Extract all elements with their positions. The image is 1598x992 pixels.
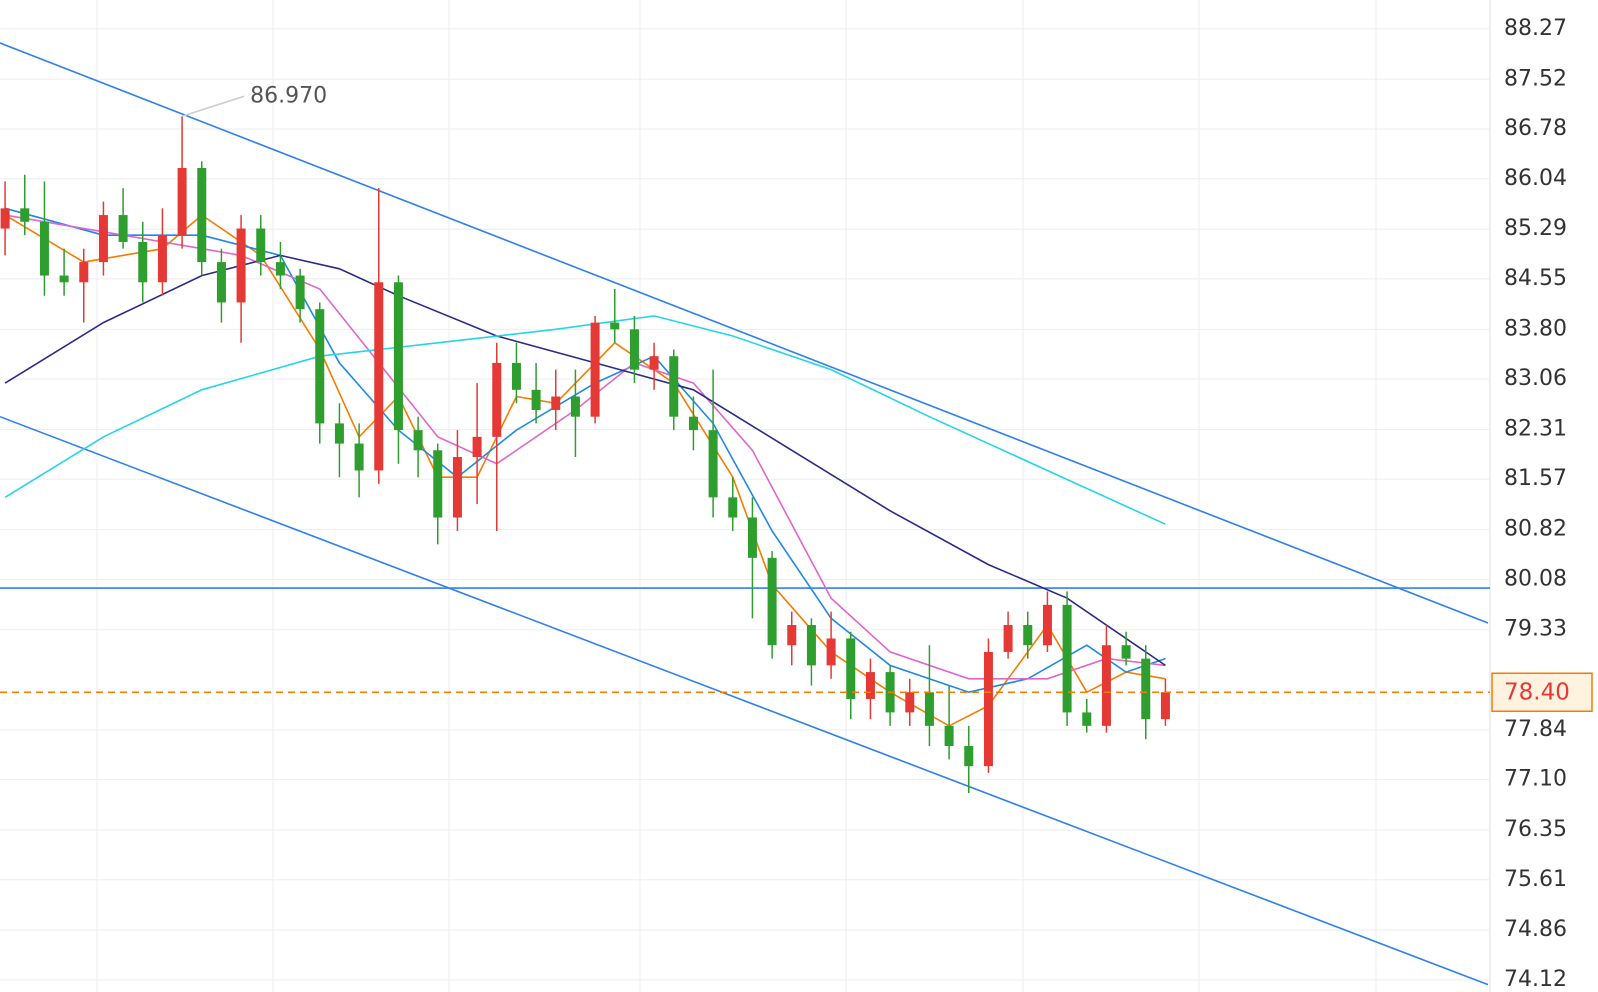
candle-body	[787, 625, 797, 646]
candle-body	[157, 235, 167, 283]
candle-body	[452, 457, 462, 518]
candle-body	[826, 638, 836, 666]
candle-body	[433, 450, 443, 518]
candle-body	[865, 672, 875, 699]
y-tick-label: 87.52	[1504, 66, 1567, 91]
candle-body	[590, 322, 600, 417]
candle-body	[354, 443, 364, 471]
candle-body	[944, 725, 954, 747]
candle-body	[767, 557, 777, 646]
candle-body	[511, 362, 521, 390]
candle-body	[1062, 604, 1072, 713]
candle-body	[1101, 645, 1111, 726]
moving-average	[4, 214, 1166, 680]
y-tick-label: 74.86	[1504, 917, 1567, 942]
candle-body	[118, 215, 128, 242]
candle-body	[669, 356, 679, 417]
y-tick-label: 77.84	[1504, 717, 1567, 742]
candle-body	[649, 356, 659, 370]
candle-body	[374, 282, 384, 471]
candle-body	[1082, 712, 1092, 726]
candle-body	[472, 436, 482, 458]
y-tick-label: 81.57	[1504, 466, 1567, 491]
y-tick-label: 83.06	[1504, 366, 1567, 391]
candle-body	[216, 262, 226, 303]
candle-body	[1023, 625, 1033, 646]
y-tick-label: 83.80	[1504, 316, 1567, 341]
candle-body	[905, 692, 915, 713]
trend-line	[0, 415, 1489, 986]
candle-body	[20, 208, 30, 222]
vertical-grid	[96, 0, 1377, 992]
candle-body	[531, 389, 541, 410]
candle-body	[492, 362, 502, 437]
candle-body	[1121, 645, 1131, 659]
y-tick-label: 88.27	[1504, 16, 1567, 41]
candle-body	[79, 262, 89, 283]
moving-average	[4, 207, 1166, 694]
candle-body	[924, 692, 934, 726]
candle-body	[570, 396, 580, 417]
candle-body	[236, 228, 246, 303]
candle-body	[59, 275, 69, 283]
candle-body	[138, 241, 148, 283]
candle-body	[98, 215, 108, 263]
candle-body	[275, 262, 285, 276]
candle-body	[983, 651, 993, 767]
candle-body	[0, 208, 10, 229]
last-price-badge	[1491, 672, 1593, 712]
candle-body	[806, 625, 816, 666]
last-price-label: 78.40	[1504, 680, 1570, 706]
candle-body	[256, 228, 266, 263]
candle-body	[1141, 658, 1151, 720]
candle-body	[688, 416, 698, 431]
moving-average	[4, 214, 1166, 727]
candle-body	[39, 221, 49, 276]
y-tick-label: 84.55	[1504, 266, 1567, 291]
y-tick-label: 86.78	[1504, 116, 1567, 141]
y-tick-label: 74.12	[1504, 967, 1567, 992]
candle-body	[1042, 604, 1052, 646]
candle-body	[708, 430, 718, 498]
y-tick-label: 75.61	[1504, 867, 1567, 892]
candle-body	[846, 638, 856, 699]
trend-line	[0, 42, 1489, 624]
y-tick-label: 86.04	[1504, 166, 1567, 191]
candle-body	[964, 746, 974, 767]
candle-body	[315, 309, 325, 424]
moving-average	[4, 254, 1166, 667]
candle-body	[551, 396, 561, 410]
y-tick-label: 79.33	[1504, 617, 1567, 642]
candle-body	[393, 282, 403, 431]
y-tick-label: 82.31	[1504, 416, 1567, 441]
candle-body	[197, 168, 207, 263]
candle-body	[610, 322, 620, 330]
y-tick-label: 85.29	[1504, 216, 1567, 241]
candle-body	[747, 517, 757, 558]
y-tick-label: 80.82	[1504, 517, 1567, 542]
moving-average	[4, 315, 1166, 525]
y-tick-label: 80.08	[1504, 566, 1567, 591]
candle-body	[334, 423, 344, 444]
candle-body	[413, 430, 423, 451]
y-tick-label: 77.10	[1504, 767, 1567, 792]
candle-body	[177, 168, 187, 236]
candle-body	[728, 497, 738, 518]
candle-body	[1003, 625, 1013, 652]
y-tick-label: 76.35	[1504, 817, 1567, 842]
candle-body	[295, 275, 305, 310]
annotation-leader	[181, 95, 245, 117]
candle-body	[629, 329, 639, 370]
candle-body	[1160, 692, 1170, 720]
annotation-label: 86.970	[250, 83, 327, 108]
